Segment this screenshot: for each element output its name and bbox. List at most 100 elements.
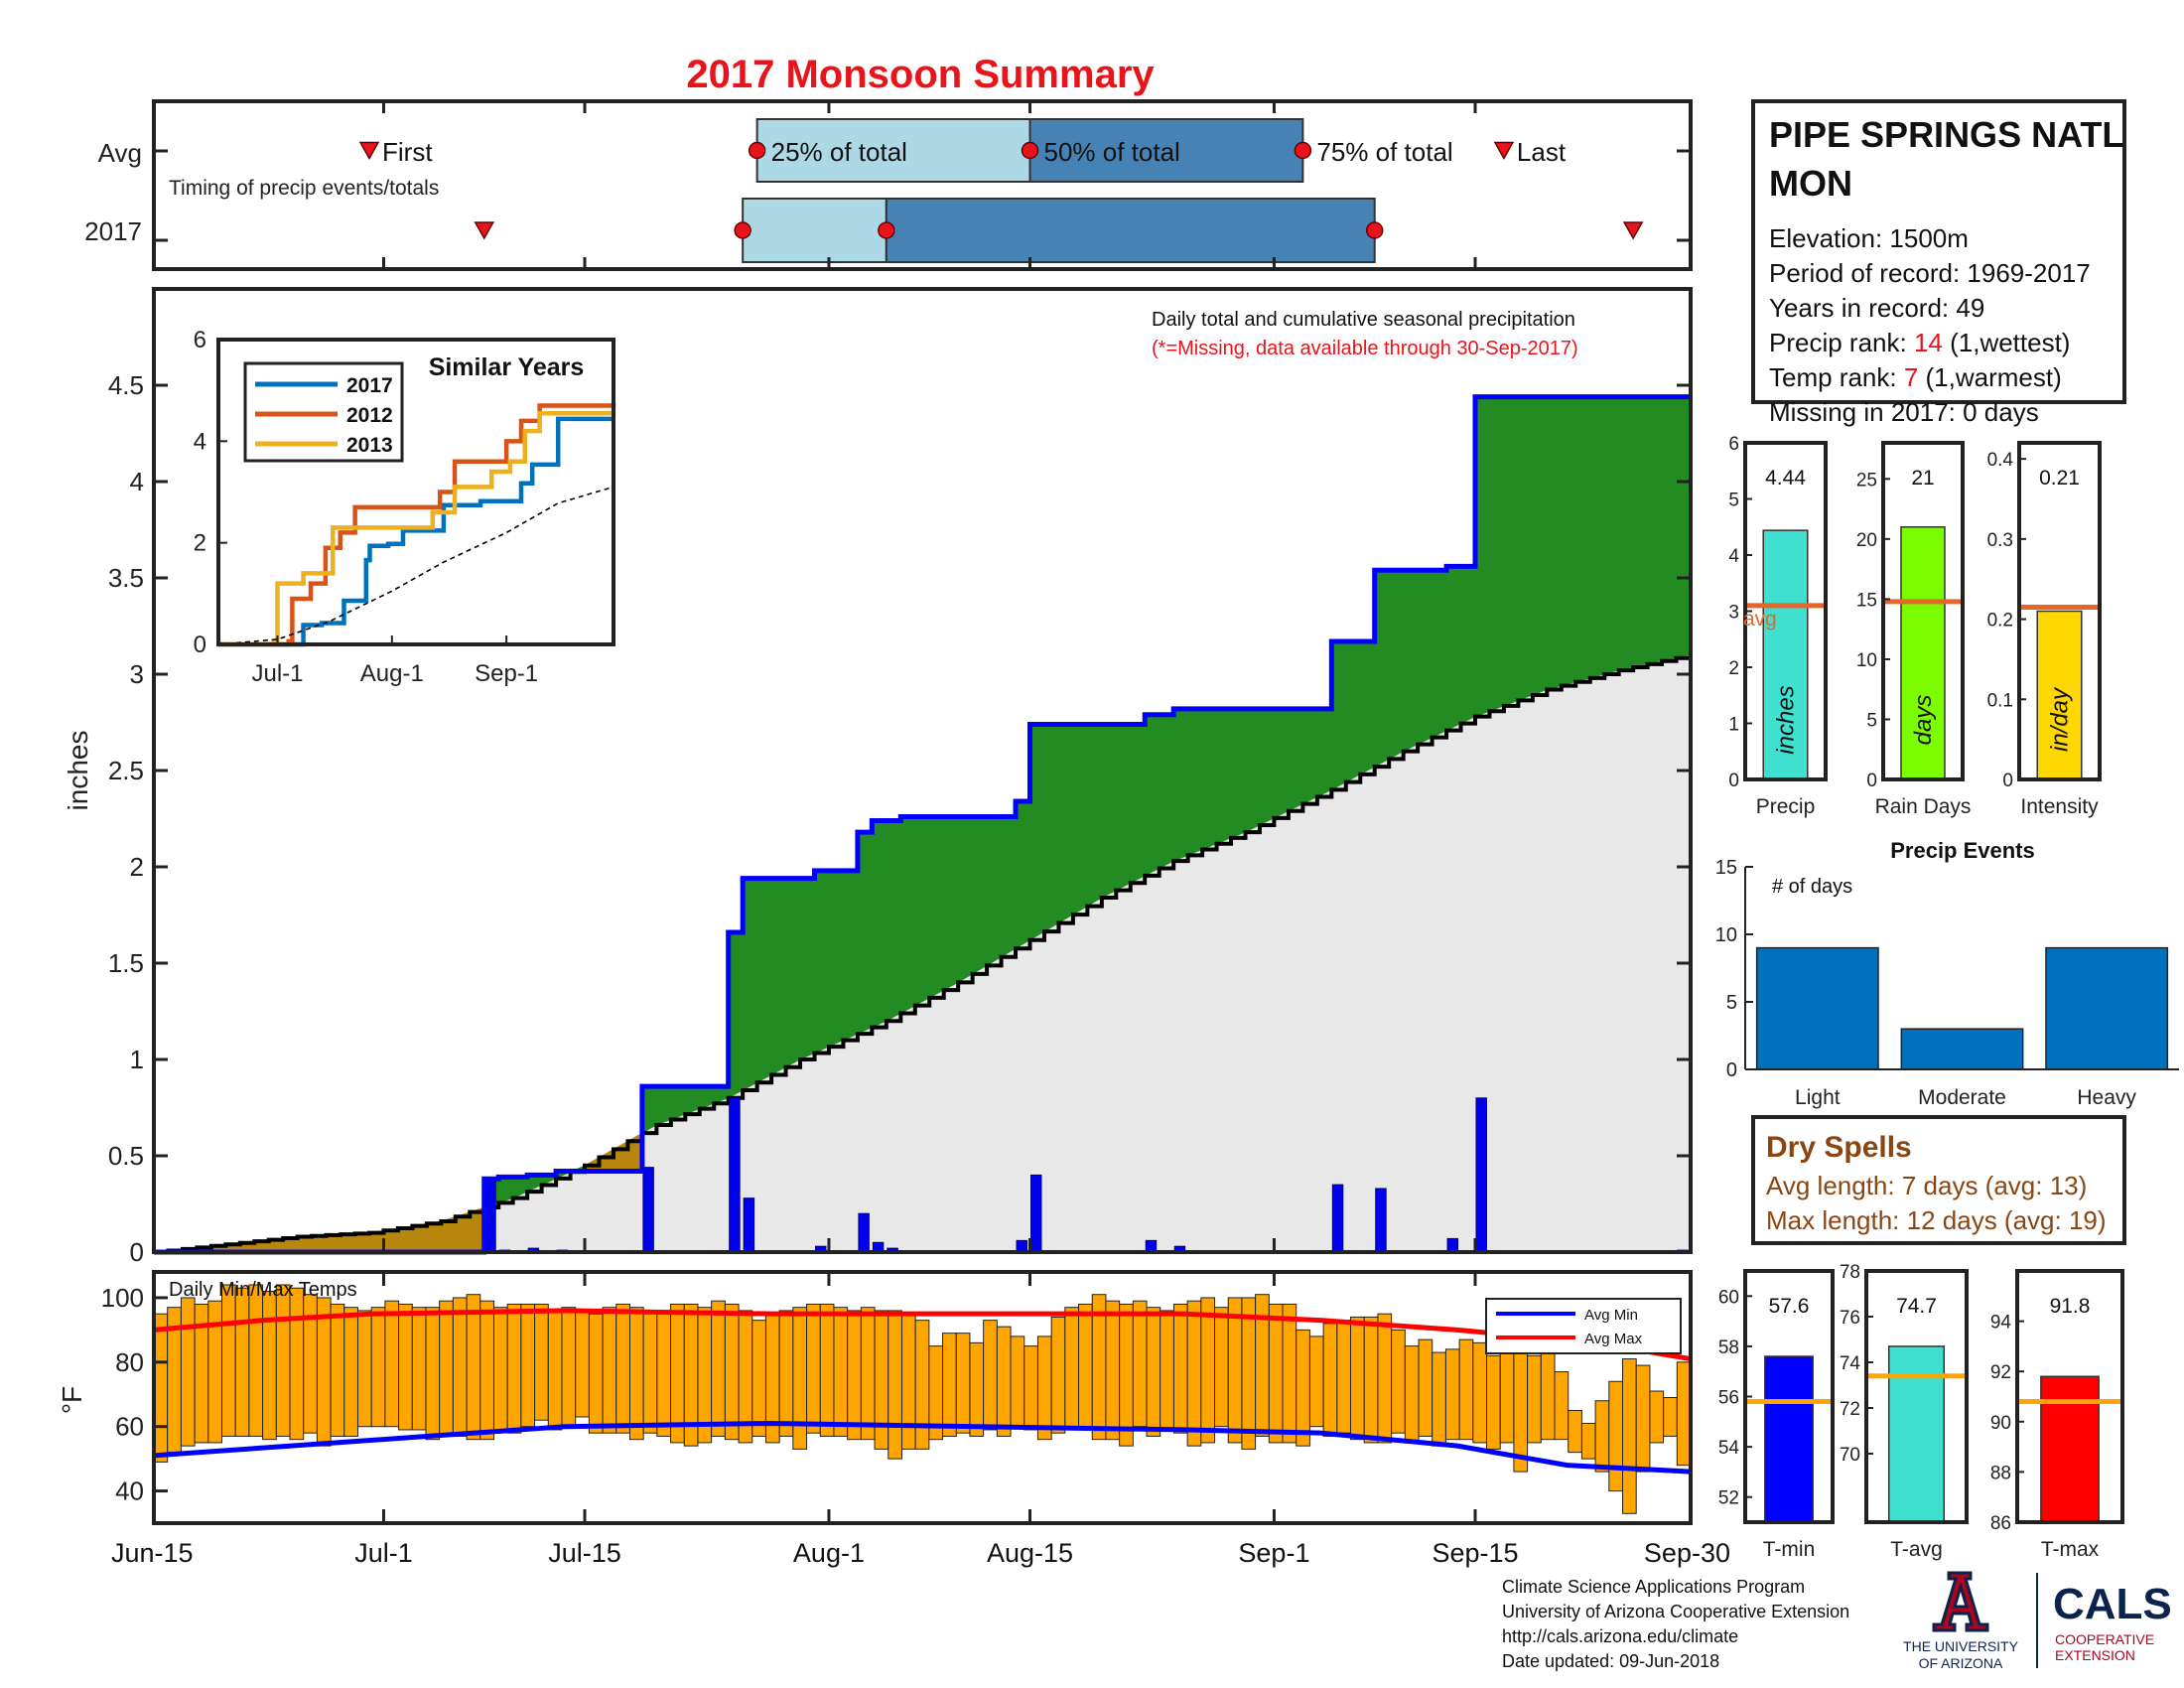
panel-bar-intensity (2036, 610, 2083, 780)
timing-row-label-2017: 2017 (84, 216, 142, 246)
panel-ytick-label: 3 (1728, 603, 1739, 624)
daily-temp-bar (900, 1313, 916, 1450)
station-elevation: Elevation: 1500m (1769, 223, 1969, 253)
above-average-area (799, 878, 815, 1060)
daily-temp-bar (153, 1313, 169, 1463)
daily-temp-bar (275, 1284, 291, 1437)
date-xtick-label: Sep-1 (1238, 1538, 1309, 1568)
panel-ytick-label: 2 (1728, 658, 1739, 679)
main-ytick-label: 1 (130, 1045, 144, 1074)
daily-temp-bar (466, 1294, 481, 1441)
above-average-area (1302, 708, 1318, 805)
panel-ytick-label: 6 (1728, 434, 1739, 455)
above-average-area (872, 820, 887, 1029)
daily-temp-bar (1308, 1336, 1324, 1428)
above-average-area (656, 1085, 672, 1126)
daily-temp-bar (942, 1333, 957, 1437)
timing-subtitle: Timing of precip events/totals (169, 177, 439, 200)
panel-axis-label: Precip (1756, 795, 1816, 818)
below-average-area (599, 1148, 614, 1172)
daily-temp-bar (234, 1287, 250, 1437)
daily-temp-bar (792, 1307, 808, 1450)
daily-temp-bar (1676, 1361, 1692, 1467)
daily-temp-bar (751, 1320, 766, 1437)
footer-line4: Date updated: 09-Jun-2018 (1502, 1651, 1719, 1671)
below-average-area (613, 1140, 628, 1172)
daily-temp-bar (1268, 1303, 1284, 1444)
above-average-area (1058, 724, 1074, 924)
inset-series-line-2012 (218, 402, 616, 647)
date-xtick-label: Sep-30 (1644, 1538, 1730, 1568)
inset-frame (216, 338, 615, 646)
date-xtick-label: Sep-15 (1432, 1538, 1518, 1568)
daily-temp-bar (996, 1326, 1012, 1437)
above-average-area (1259, 708, 1275, 826)
y2017-quartile-marker (734, 221, 751, 239)
daily-temp-bar (384, 1300, 400, 1428)
above-average-area (1245, 708, 1261, 833)
daily-temp-bar (1010, 1336, 1025, 1428)
panel-value-label: 57.6 (1769, 1295, 1810, 1318)
temp-ytick-label: 80 (115, 1347, 144, 1377)
daily-temp-bar (833, 1307, 849, 1437)
dry-spells-max-length: Max length: 12 days (avg: 19) (1766, 1205, 2107, 1235)
daily-temp-bar (914, 1320, 930, 1450)
daily-precip-bar (1475, 1097, 1487, 1253)
inset-ytick-label: 0 (194, 632, 206, 658)
daily-temp-bar (1050, 1316, 1066, 1434)
panel-axis-label: Intensity (2020, 795, 2099, 818)
date-xtick-label: Jun-15 (111, 1538, 194, 1568)
panel-axis-label: T-max (2041, 1538, 2100, 1561)
daily-temp-bar (1391, 1329, 1406, 1434)
daily-temp-bar (1146, 1307, 1161, 1437)
daily-temp-bar (520, 1303, 536, 1428)
date-xtick-label: Jul-1 (354, 1538, 413, 1568)
panel-bar-text: in/day (2047, 686, 2074, 752)
above-average-area (1388, 569, 1404, 760)
daily-temp-bar (1036, 1336, 1052, 1441)
panel-ytick-label: 25 (1856, 470, 1877, 491)
daily-temp-bar (1336, 1320, 1352, 1434)
above-average-area (1503, 396, 1519, 707)
daily-temp-bar (847, 1310, 862, 1441)
daily-temp-bar (860, 1307, 876, 1441)
daily-temp-bar (615, 1303, 630, 1434)
station-name-line2: MON (1769, 163, 1852, 204)
above-average-area (1417, 569, 1433, 746)
cals-logo-line1: COOPERATIVE (2055, 1631, 2154, 1647)
daily-temp-bar (356, 1310, 372, 1428)
above-average-area (1159, 714, 1174, 870)
below-average-area (354, 1232, 370, 1253)
panel-bar-t-max (2040, 1375, 2100, 1523)
temp-ytick-label: 100 (101, 1283, 144, 1313)
daily-temp-bar (479, 1300, 494, 1441)
panel-bar-text: days (1910, 695, 1937, 746)
above-average-area (1087, 724, 1103, 908)
panel-ytick-label: 60 (1718, 1287, 1739, 1308)
panel-ytick-label: 52 (1718, 1488, 1739, 1509)
above-average-area (828, 870, 844, 1048)
above-average-area (1445, 566, 1461, 732)
above-average-area (1518, 396, 1534, 701)
above-average-area (1547, 396, 1563, 690)
inset-xtick-label: Aug-1 (360, 660, 424, 687)
precip-totals-panels: 4.44 Precip 0 1 2 3 4 5 6 inches avg 21 Rain Days 0 5 1… (1728, 434, 2102, 818)
panel-ytick-label: 0.4 (1987, 450, 2014, 471)
daily-precip-bar (1331, 1184, 1344, 1253)
temp-chart-ylabel: °F (57, 1386, 87, 1414)
daily-precip-bar (642, 1167, 654, 1253)
panel-ytick-label: 0 (2002, 771, 2013, 791)
daily-temp-bar (1214, 1307, 1229, 1428)
daily-temp-bar (1527, 1354, 1542, 1444)
panel-ytick-label: 56 (1718, 1388, 1739, 1409)
above-average-area (1288, 708, 1303, 812)
event-category-label: Light (1795, 1086, 1841, 1109)
daily-temp-bar (1418, 1338, 1433, 1437)
daily-temp-bar (1172, 1303, 1188, 1434)
timing-panel-frame (152, 99, 1693, 271)
panel-ytick-label: 70 (1840, 1445, 1860, 1466)
main-ytick-label: 0 (130, 1237, 144, 1267)
above-average-area (1489, 396, 1505, 712)
above-average-area (1187, 708, 1203, 856)
